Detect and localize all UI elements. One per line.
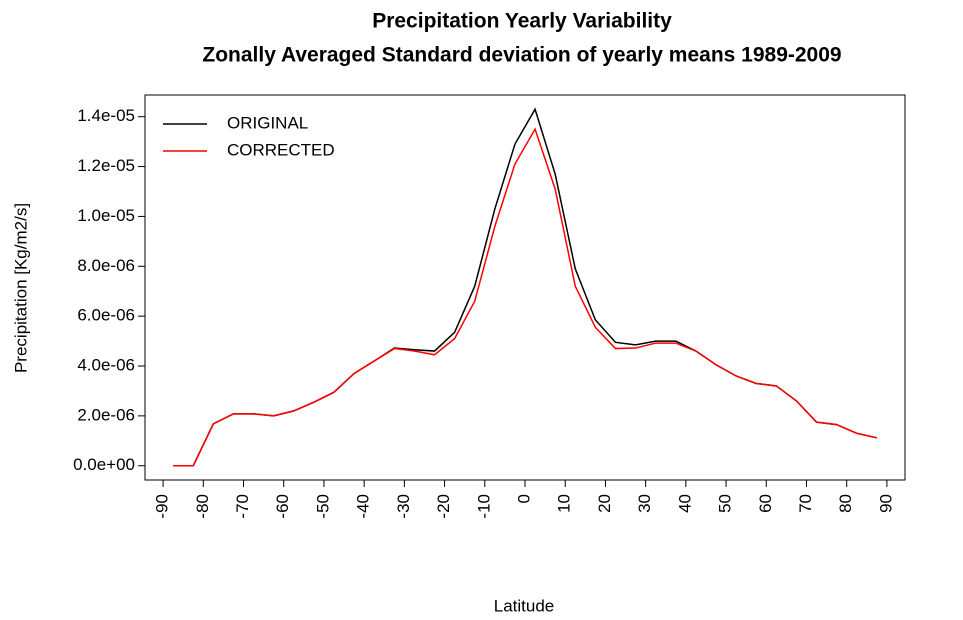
x-tick-label: -30 xyxy=(394,494,413,519)
x-tick-label: -80 xyxy=(193,494,212,519)
legend-label: CORRECTED xyxy=(227,140,335,159)
x-tick-label: 20 xyxy=(595,494,614,513)
y-tick-label: 1.0e-05 xyxy=(77,206,135,225)
chart-title: Precipitation Yearly Variability xyxy=(372,10,672,33)
x-tick-label: 30 xyxy=(635,494,654,513)
y-tick-label: 8.0e-06 xyxy=(77,256,135,275)
x-tick-label: 80 xyxy=(836,494,855,513)
x-tick-label: 0 xyxy=(514,494,533,503)
y-tick-label: 6.0e-06 xyxy=(77,306,135,325)
y-tick-label: 4.0e-06 xyxy=(77,355,135,374)
y-axis-label: Precipitation [Kg/m2/s] xyxy=(11,203,30,373)
y-tick-label: 0.0e+00 xyxy=(73,455,135,474)
x-tick-label: -70 xyxy=(233,494,252,519)
chart-subtitle: Zonally Averaged Standard deviation of y… xyxy=(202,44,841,67)
data-line xyxy=(173,107,878,467)
y-tick-label: 1.4e-05 xyxy=(77,106,135,125)
x-tick-label: 70 xyxy=(796,494,815,513)
y-tick-label: 2.0e-06 xyxy=(77,405,135,424)
x-tick-label: 90 xyxy=(876,494,895,513)
legend-label: ORIGINAL xyxy=(227,113,308,132)
x-tick-label: -20 xyxy=(434,494,453,519)
x-tick-label: 40 xyxy=(675,494,694,513)
x-tick-label: -60 xyxy=(273,494,292,519)
x-tick-label: -40 xyxy=(354,494,373,519)
x-tick-label: -90 xyxy=(153,494,172,519)
x-tick-label: 50 xyxy=(716,494,735,513)
x-tick-label: 10 xyxy=(555,494,574,513)
x-tick-label: -10 xyxy=(474,494,493,519)
y-tick-label: 1.2e-05 xyxy=(77,156,135,175)
x-axis-label: Latitude xyxy=(494,596,555,615)
x-tick-label: -50 xyxy=(313,494,332,519)
data-line xyxy=(173,127,878,467)
x-tick-label: 60 xyxy=(756,494,775,513)
